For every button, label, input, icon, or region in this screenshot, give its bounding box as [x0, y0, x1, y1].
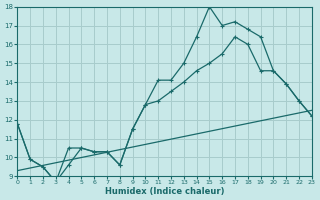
X-axis label: Humidex (Indice chaleur): Humidex (Indice chaleur) [105, 187, 224, 196]
